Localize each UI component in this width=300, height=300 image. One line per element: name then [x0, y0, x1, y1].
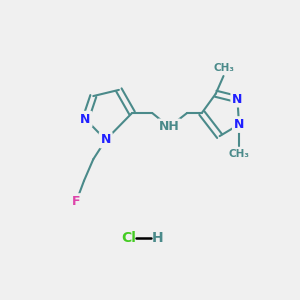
Text: CH₃: CH₃ [229, 149, 250, 159]
Text: N: N [100, 134, 111, 146]
Text: CH₃: CH₃ [213, 63, 234, 73]
Text: H: H [152, 231, 164, 245]
Text: NH: NH [159, 120, 180, 134]
Text: N: N [80, 113, 91, 126]
Text: N: N [234, 118, 244, 131]
Text: N: N [232, 93, 243, 106]
Text: Cl: Cl [122, 231, 136, 245]
Text: F: F [72, 195, 80, 208]
